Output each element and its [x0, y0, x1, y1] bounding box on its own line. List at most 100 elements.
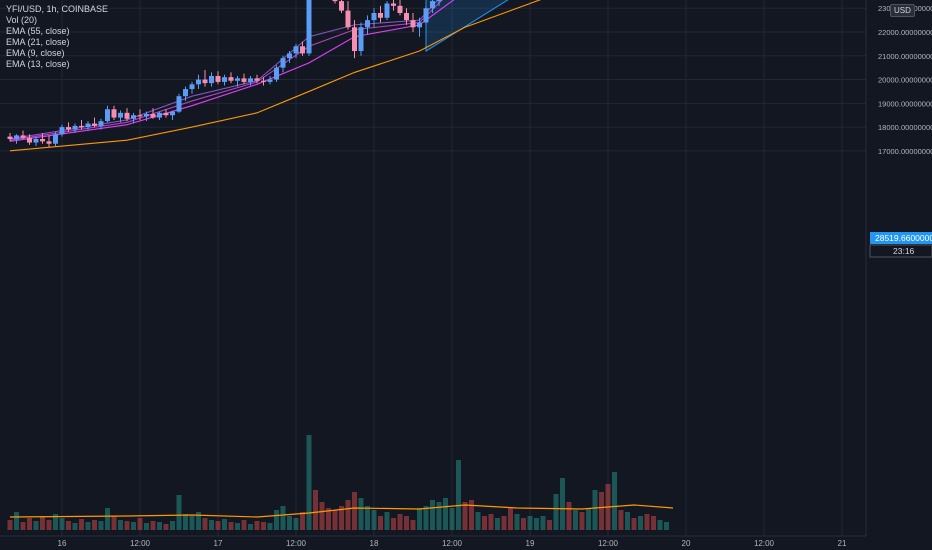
candle-body: [150, 114, 156, 118]
volume-bar: [501, 516, 507, 530]
candle-body: [209, 75, 214, 84]
volume-bar: [352, 492, 357, 530]
time-tick-label: 18: [370, 539, 379, 548]
candle-body: [306, 0, 312, 54]
volume-bar: [508, 508, 513, 530]
volume-bar: [66, 521, 71, 530]
time-tick-label: 20: [682, 539, 691, 548]
symbol-title[interactable]: YFI/USD, 1h, COINBASE: [6, 4, 109, 14]
volume-bar: [417, 508, 422, 530]
volume-bar: [131, 522, 136, 530]
volume-bar: [618, 510, 624, 530]
chart-legend: YFI/USD, 1h, COINBASE Vol (20) EMA (55, …: [6, 4, 108, 70]
volume-bar: [436, 502, 442, 530]
candle-body: [378, 12, 383, 18]
volume-bar: [7, 520, 13, 530]
ema-line: [9, 0, 542, 152]
candle-body: [235, 78, 240, 81]
volume-ma-line: [9, 504, 674, 518]
volume-bar: [553, 494, 559, 530]
candle-body: [332, 0, 338, 2]
volume-bar: [72, 523, 78, 530]
volume-bar: [40, 516, 45, 530]
time-tick-label: 12:00: [598, 539, 619, 548]
volume-bar: [449, 508, 455, 530]
volume-bar: [293, 518, 299, 530]
time-axis-bg: [0, 536, 932, 550]
volume-bar: [332, 510, 338, 530]
legend-ema-13[interactable]: EMA (13, close): [6, 59, 70, 69]
channel-area: [425, 0, 509, 52]
volume-bar: [404, 516, 409, 530]
time-tick-label: 12:00: [286, 539, 307, 548]
candle-body: [417, 22, 422, 28]
volume-bar: [540, 516, 546, 530]
candle-body: [430, 1, 435, 9]
volume-bar: [475, 512, 481, 530]
candle-body: [27, 137, 32, 143]
volume-bar: [98, 521, 104, 530]
volume-bar: [306, 435, 312, 530]
candle-body: [339, 1, 344, 11]
volume-bar: [358, 498, 364, 530]
volume-bar: [222, 519, 227, 530]
legend-vol[interactable]: Vol (20): [6, 15, 38, 25]
candle-body: [287, 53, 292, 59]
candle-body: [66, 127, 71, 130]
volume-bar: [280, 506, 286, 530]
volume-bar: [261, 522, 266, 530]
candle-body: [85, 123, 91, 128]
time-tick-label: 12:00: [754, 539, 775, 548]
volume-bar: [300, 512, 305, 530]
candle-body: [98, 121, 104, 126]
volume-bar: [157, 522, 162, 530]
volume-bar: [488, 514, 494, 530]
candle-body: [59, 127, 65, 135]
currency-badge[interactable]: USD: [890, 4, 915, 17]
ema-lines: [9, 0, 542, 152]
price-tick-label: 18000.00000000: [878, 123, 932, 132]
last-price-tag: [870, 232, 932, 244]
candle-body: [137, 115, 143, 117]
price-axis[interactable]: 17000.00000000 18000.00000000 19000.000000…: [865, 0, 932, 550]
volume-bar: [527, 516, 533, 530]
volume-bar: [631, 518, 637, 530]
chart-grid: [0, 0, 866, 536]
volume-bar: [241, 520, 247, 530]
time-tick-label: 12:00: [442, 539, 463, 548]
legend-ema-9[interactable]: EMA (9, close): [6, 48, 65, 58]
volume-bar: [170, 521, 175, 530]
volume-bar: [430, 500, 435, 530]
legend-ema-55[interactable]: EMA (55, close): [6, 26, 70, 36]
volume-bar: [124, 521, 130, 530]
volume-bar: [443, 498, 448, 530]
time-tick-label: 19: [526, 539, 535, 548]
volume-bar: [657, 520, 663, 530]
candle-body: [404, 12, 409, 21]
candle-body: [72, 125, 78, 130]
parallel-channel[interactable]: [425, 0, 738, 52]
candle-body: [105, 109, 110, 122]
volume-bar: [105, 508, 110, 530]
volume-bar: [118, 520, 123, 530]
volume-bar: [176, 495, 182, 530]
volume-bar: [27, 518, 32, 530]
candle-body: [261, 80, 266, 82]
candle-body: [131, 115, 136, 119]
time-axis[interactable]: 16 12:00 17 12:00 18 12:00 19 12:00 20 12:00 21: [0, 535, 932, 550]
legend-ema-21[interactable]: EMA (21, close): [6, 37, 70, 47]
candle-body: [436, 0, 442, 2]
candle-body: [79, 125, 84, 128]
volume-bar: [410, 520, 416, 530]
candle-body: [33, 138, 39, 143]
volume-bar: [378, 516, 383, 530]
price-axis-bg: [866, 0, 932, 550]
volume-bar: [462, 502, 468, 530]
volume-bar: [391, 518, 396, 530]
volume-bar: [566, 502, 572, 530]
volume-bar: [111, 516, 117, 530]
volume-bar: [365, 506, 370, 530]
price-tick-label: 22000.00000000: [878, 28, 932, 37]
volume-bar: [14, 512, 19, 530]
